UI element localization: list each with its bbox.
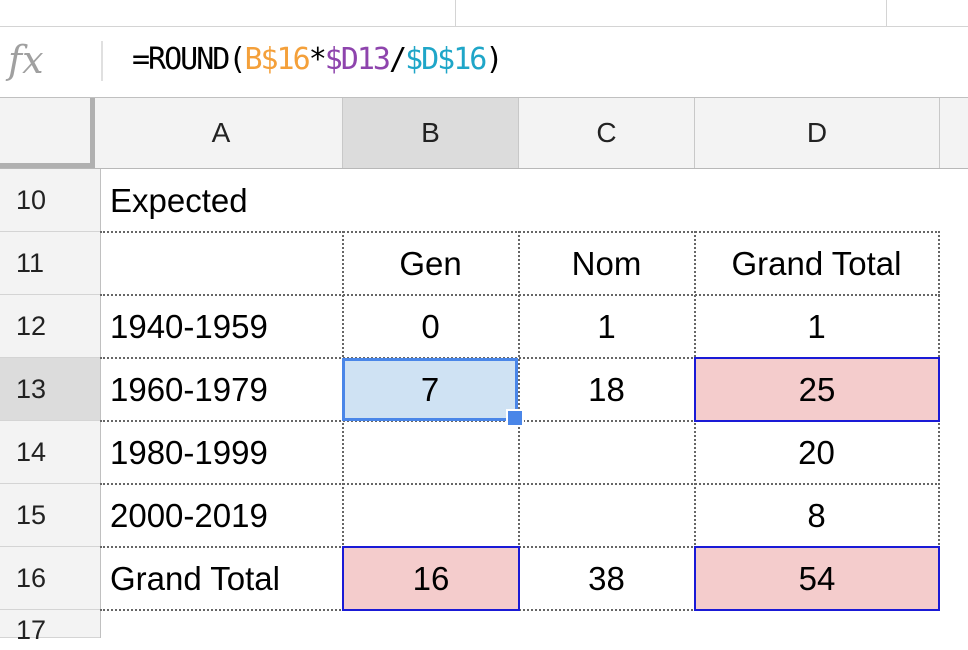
column-header-c[interactable]: C [519,98,695,168]
formula-input[interactable]: =ROUND(B$16*$D13/$D$16) [132,35,503,85]
cell-c13[interactable]: 18 [588,371,625,408]
row-header-16[interactable]: 16 [0,547,100,610]
column-headers: A B C D [0,98,968,169]
toolbar-separator [455,0,456,26]
cell-d16-referenced[interactable]: 54 [694,546,940,611]
formula-bar: fx =ROUND(B$16*$D13/$D$16) [0,27,968,98]
cell-d12[interactable]: 1 [807,308,826,345]
formula-token: =ROUND( [132,42,246,77]
cell-c16[interactable]: 38 [588,560,625,597]
fill-handle[interactable] [506,409,524,427]
table-border [100,609,940,611]
cell-b11[interactable]: Gen [399,245,462,282]
row-header-17[interactable]: 17 [0,610,100,645]
function-icon[interactable]: fx [8,38,44,82]
formula-token: $D$16 [405,42,487,77]
formula-token: ) [485,42,503,77]
row-header-14[interactable]: 14 [0,421,100,484]
toolbar-separator [886,0,887,26]
column-header-b[interactable]: B [343,98,519,168]
cell-a13[interactable]: 1960-1979 [110,371,268,408]
cell-c11[interactable]: Nom [571,245,642,282]
row-header-11[interactable]: 11 [0,232,100,295]
cell-a16[interactable]: Grand Total [110,560,280,597]
cell-b16-referenced[interactable]: 16 [342,546,520,611]
column-header-d[interactable]: D [695,98,940,168]
cell-a10[interactable]: Expected [110,182,248,219]
row-header-15[interactable]: 15 [0,484,100,547]
formula-token: $D13 [324,42,391,77]
cell-a14[interactable]: 1980-1999 [110,434,268,471]
formula-token: B$16 [244,42,310,77]
table-border [100,231,940,233]
cell-c12[interactable]: 1 [597,308,616,345]
table-border [100,357,940,359]
row-header-10[interactable]: 10 [0,169,100,232]
row-header-13[interactable]: 13 [0,358,100,421]
select-all-corner[interactable] [0,98,95,168]
top-toolbar-strip [0,0,968,27]
formula-token: / [389,42,407,77]
cell-d15[interactable]: 8 [807,497,826,534]
column-header-a[interactable]: A [100,98,343,168]
cell-a12[interactable]: 1940-1959 [110,308,268,345]
row-header-12[interactable]: 12 [0,295,100,358]
cell-d13-referenced[interactable]: 25 [694,357,940,422]
row-headers: 10 11 12 13 14 15 16 17 [0,169,101,645]
cell-b12[interactable]: 0 [421,308,440,345]
cell-d14[interactable]: 20 [798,434,835,471]
formula-token: * [308,42,327,77]
cell-a15[interactable]: 2000-2019 [110,497,268,534]
cell-grid: Expected Gen Nom Grand Total 1940-1959 0… [100,169,968,638]
cell-d11[interactable]: Grand Total [731,245,902,282]
table-border [100,483,940,485]
formula-bar-divider [101,41,103,81]
table-border [100,294,940,296]
table-border [100,546,940,548]
cell-b13-selected[interactable]: 7 [342,358,518,421]
